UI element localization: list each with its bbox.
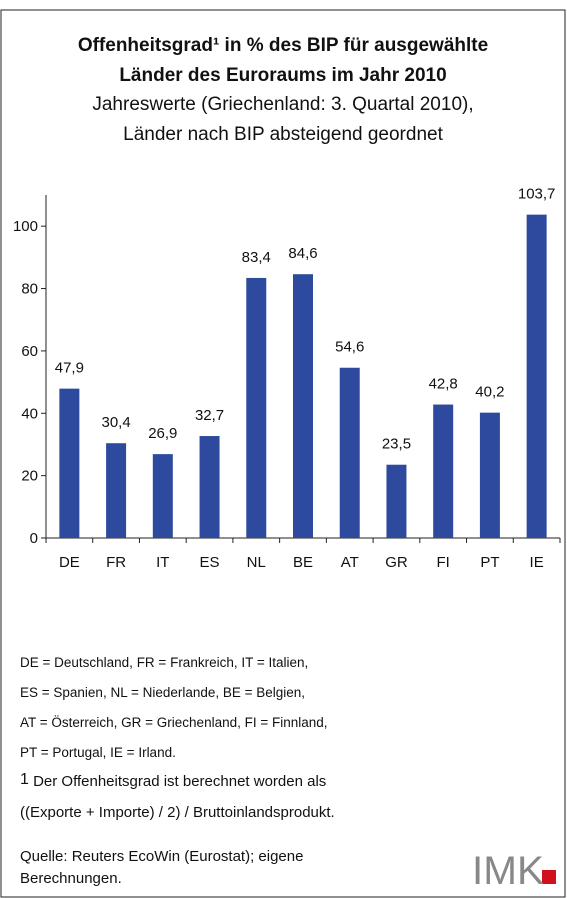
footnote: 1 Der Offenheitsgrad ist berechnet worde… [20,771,326,790]
note: ES = Spanien, NL = Niederlande, BE = Bel… [20,685,305,700]
data-label: 54,6 [335,339,364,356]
logo: IMK [472,849,544,893]
y-tick-label: 20 [21,468,38,485]
bar [152,454,173,538]
source: Quelle: Reuters EcoWin (Eurostat); eigen… [20,848,303,865]
bar [246,277,267,538]
bar [59,388,80,538]
bar [293,274,313,538]
x-tick-label: GR [385,554,408,571]
chart-title: Offenheitsgrad¹ in % des BIP für ausgewä… [78,35,488,56]
data-label: 84,6 [288,245,317,262]
y-tick-label: 60 [21,343,38,360]
y-tick-label: 80 [21,281,38,298]
bar [199,436,220,538]
x-tick-label: PT [480,554,499,571]
data-label: 26,9 [148,425,177,442]
bar [479,412,500,538]
x-tick-label: AT [341,554,359,571]
bar [526,214,547,539]
x-tick-label: FI [437,554,450,571]
frame [0,9,566,898]
chart-title: Länder des Euroraums im Jahr 2010 [119,65,446,86]
x-tick-label: IE [530,554,544,571]
y-tick-label: 0 [30,530,38,547]
note: AT = Österreich, GR = Griechenland, FI =… [20,715,328,730]
subtitle: Jahreswerte (Griechenland: 3. Quartal 20… [92,94,473,115]
source: Berechnungen. [20,870,122,887]
x-tick-label: IT [156,554,169,571]
footnote-marker: 1 [20,771,29,788]
bar [106,443,127,538]
x-tick-label: BE [293,554,313,571]
data-label: 32,7 [195,407,224,424]
x-tick-label: NL [247,554,266,571]
data-label: 103,7 [518,186,556,203]
y-tick-label: 40 [21,405,38,422]
footnote-text: Der Offenheitsgrad ist berechnet worden … [29,773,326,790]
data-label: 30,4 [101,414,130,431]
note: PT = Portugal, IE = Irland. [20,745,176,760]
subtitle: Länder nach BIP absteigend geordnet [123,124,443,145]
footnote: ((Exporte + Importe) / 2) / Bruttoinland… [20,804,335,821]
bar [433,404,454,538]
x-tick-label: DE [59,554,80,571]
data-label: 23,5 [382,436,411,453]
note: DE = Deutschland, FR = Frankreich, IT = … [20,655,308,670]
data-label: 83,4 [242,249,271,266]
data-label: 47,9 [55,360,84,377]
bar [386,464,407,538]
y-tick-label: 100 [13,218,38,235]
logo-mark [542,870,556,884]
x-tick-label: FR [106,554,126,571]
data-label: 40,2 [475,384,504,401]
bar [339,367,360,538]
x-tick-label: ES [200,554,220,571]
data-label: 42,8 [429,376,458,393]
